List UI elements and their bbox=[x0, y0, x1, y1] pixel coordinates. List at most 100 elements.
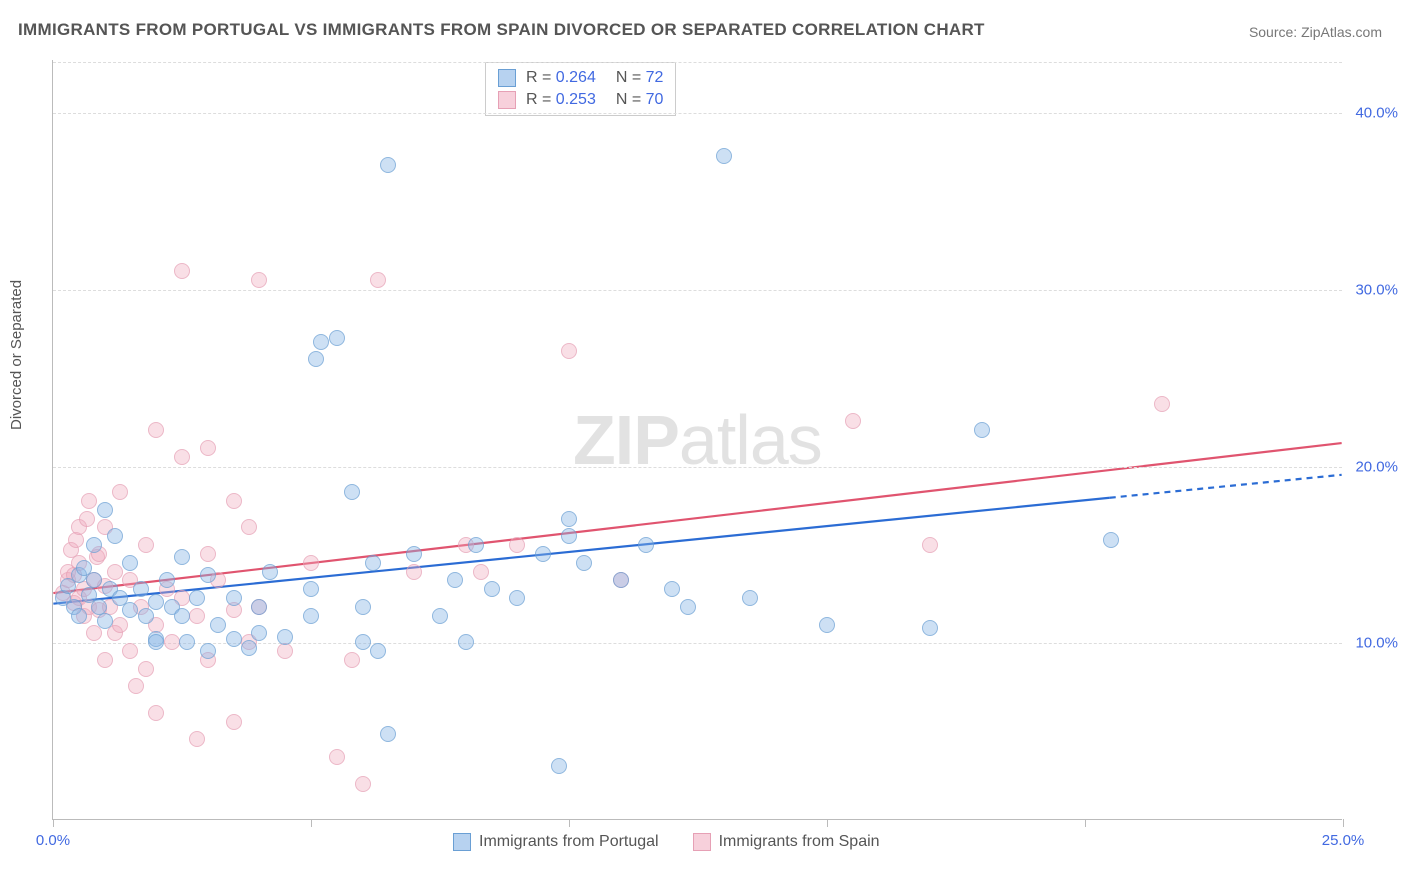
data-point bbox=[380, 726, 396, 742]
data-point bbox=[159, 572, 175, 588]
legend-swatch bbox=[498, 91, 516, 109]
data-point bbox=[355, 776, 371, 792]
data-point bbox=[576, 555, 592, 571]
data-point bbox=[226, 631, 242, 647]
data-point bbox=[380, 157, 396, 173]
stat-r: R = 0.253 bbox=[526, 91, 596, 109]
gridline bbox=[53, 467, 1342, 468]
data-point bbox=[484, 581, 500, 597]
data-point bbox=[97, 613, 113, 629]
data-point bbox=[329, 330, 345, 346]
data-point bbox=[189, 731, 205, 747]
legend-swatch bbox=[453, 833, 471, 851]
data-point bbox=[81, 493, 97, 509]
legend-swatch bbox=[693, 833, 711, 851]
data-point bbox=[473, 564, 489, 580]
data-point bbox=[200, 643, 216, 659]
data-point bbox=[561, 528, 577, 544]
data-point bbox=[468, 537, 484, 553]
data-point bbox=[210, 617, 226, 633]
data-point bbox=[1154, 396, 1170, 412]
data-point bbox=[447, 572, 463, 588]
data-point bbox=[226, 714, 242, 730]
data-point bbox=[200, 546, 216, 562]
data-point bbox=[303, 608, 319, 624]
data-point bbox=[308, 351, 324, 367]
data-point bbox=[107, 564, 123, 580]
data-point bbox=[432, 608, 448, 624]
data-point bbox=[355, 634, 371, 650]
data-point bbox=[922, 620, 938, 636]
data-point bbox=[86, 537, 102, 553]
data-point bbox=[71, 608, 87, 624]
data-point bbox=[148, 422, 164, 438]
data-point bbox=[189, 608, 205, 624]
data-point bbox=[716, 148, 732, 164]
data-point bbox=[107, 528, 123, 544]
source-label: Source: ZipAtlas.com bbox=[1249, 24, 1382, 40]
data-point bbox=[406, 546, 422, 562]
x-tick bbox=[311, 819, 312, 827]
data-point bbox=[251, 625, 267, 641]
data-point bbox=[164, 634, 180, 650]
chart-title: IMMIGRANTS FROM PORTUGAL VS IMMIGRANTS F… bbox=[18, 20, 985, 40]
data-point bbox=[313, 334, 329, 350]
data-point bbox=[329, 749, 345, 765]
data-point bbox=[561, 511, 577, 527]
data-point bbox=[138, 537, 154, 553]
data-point bbox=[355, 599, 371, 615]
legend-label: Immigrants from Portugal bbox=[479, 833, 659, 851]
data-point bbox=[112, 617, 128, 633]
x-tick bbox=[1343, 819, 1344, 827]
data-point bbox=[148, 594, 164, 610]
stat-n: N = 70 bbox=[616, 91, 664, 109]
data-point bbox=[122, 602, 138, 618]
data-point bbox=[226, 590, 242, 606]
data-point bbox=[845, 413, 861, 429]
data-point bbox=[365, 555, 381, 571]
x-tick bbox=[1085, 819, 1086, 827]
data-point bbox=[509, 537, 525, 553]
x-tick bbox=[569, 819, 570, 827]
x-tick bbox=[827, 819, 828, 827]
data-point bbox=[664, 581, 680, 597]
data-point bbox=[1103, 532, 1119, 548]
data-point bbox=[174, 608, 190, 624]
data-point bbox=[819, 617, 835, 633]
data-point bbox=[122, 643, 138, 659]
data-point bbox=[509, 590, 525, 606]
data-point bbox=[344, 484, 360, 500]
series-legend: Immigrants from Portugal Immigrants from … bbox=[453, 833, 880, 851]
x-tick-label: 25.0% bbox=[1322, 832, 1365, 849]
data-point bbox=[638, 537, 654, 553]
legend-item: Immigrants from Spain bbox=[693, 833, 880, 851]
data-point bbox=[241, 640, 257, 656]
data-point bbox=[200, 440, 216, 456]
data-point bbox=[97, 652, 113, 668]
data-point bbox=[86, 572, 102, 588]
data-point bbox=[535, 546, 551, 562]
data-point bbox=[303, 555, 319, 571]
data-point bbox=[148, 634, 164, 650]
stat-legend-row: R = 0.264 N = 72 bbox=[498, 67, 663, 89]
data-point bbox=[561, 343, 577, 359]
data-point bbox=[189, 590, 205, 606]
x-tick-label: 0.0% bbox=[36, 832, 70, 849]
data-point bbox=[179, 634, 195, 650]
gridline bbox=[53, 113, 1342, 114]
data-point bbox=[680, 599, 696, 615]
x-tick bbox=[53, 819, 54, 827]
legend-label: Immigrants from Spain bbox=[719, 833, 880, 851]
legend-swatch bbox=[498, 69, 516, 87]
data-point bbox=[262, 564, 278, 580]
data-point bbox=[458, 634, 474, 650]
data-point bbox=[112, 484, 128, 500]
y-tick-label: 10.0% bbox=[1355, 635, 1398, 652]
data-point bbox=[138, 661, 154, 677]
data-point bbox=[742, 590, 758, 606]
data-point bbox=[370, 272, 386, 288]
data-point bbox=[174, 449, 190, 465]
data-point bbox=[344, 652, 360, 668]
data-point bbox=[551, 758, 567, 774]
data-point bbox=[277, 629, 293, 645]
